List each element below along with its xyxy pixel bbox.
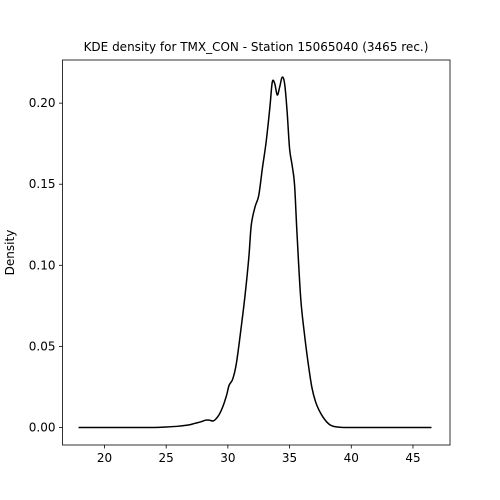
x-tick-label: 35: [282, 451, 297, 465]
x-tick-label: 45: [405, 451, 420, 465]
x-tick-label: 30: [220, 451, 235, 465]
chart-title: KDE density for TMX_CON - Station 150650…: [84, 40, 429, 54]
y-tick-label: 0.00: [29, 420, 56, 434]
y-tick-label: 0.15: [29, 177, 56, 191]
y-tick-label: 0.10: [29, 258, 56, 272]
plot-frame: [62, 59, 451, 446]
x-tick-label: 40: [344, 451, 359, 465]
plot-area: [62, 59, 451, 446]
y-axis: 0.00 0.05 0.10 0.15 0.20: [29, 96, 63, 434]
y-axis-label: Density: [3, 230, 17, 276]
x-tick-label: 25: [159, 451, 174, 465]
x-axis: 20 25 30 35 40 45: [97, 445, 421, 465]
y-tick-label: 0.05: [29, 339, 56, 353]
density-curve-line: [78, 76, 432, 429]
x-tick-label: 20: [97, 451, 112, 465]
y-tick-label: 0.20: [29, 96, 56, 110]
